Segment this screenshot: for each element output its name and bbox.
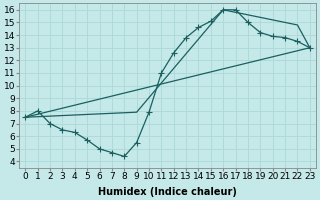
X-axis label: Humidex (Indice chaleur): Humidex (Indice chaleur) bbox=[98, 187, 237, 197]
